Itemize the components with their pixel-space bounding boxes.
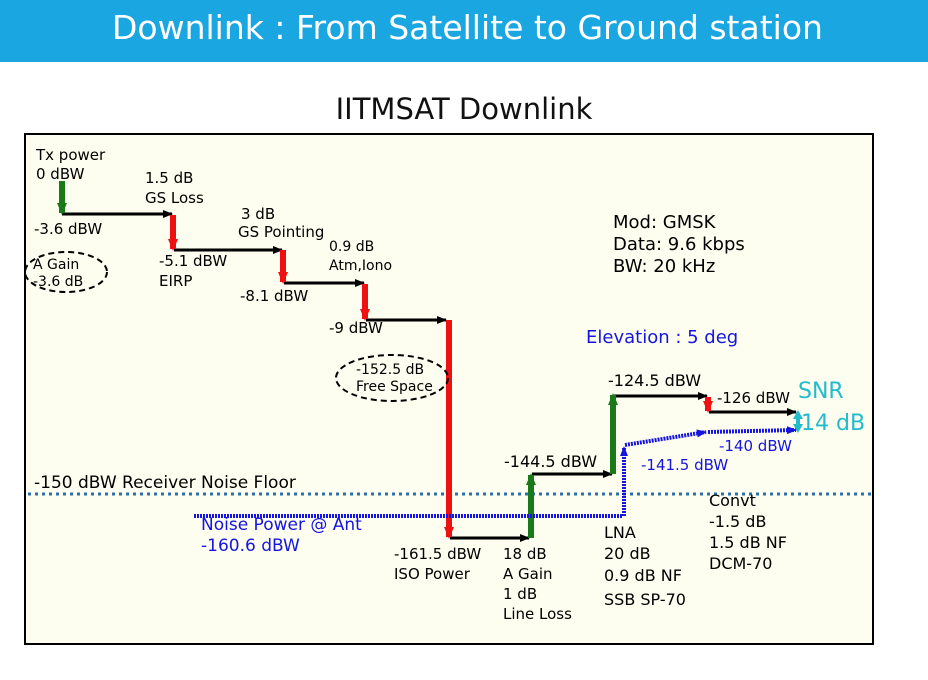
tx-power-value: 0 dBW	[36, 165, 85, 183]
level-m9: -9 dBW	[329, 319, 383, 337]
diagram-svg: Tx power 0 dBW 1.5 dB GS Loss 3 dB GS Po…	[24, 133, 874, 645]
tx-power-label: Tx power	[35, 146, 106, 164]
modulation-label: Mod: GMSK	[613, 212, 717, 233]
noise-after-convt	[707, 426, 797, 435]
snr-label: SNR	[798, 379, 844, 404]
atm-iono-db: 0.9 dB	[329, 239, 374, 255]
converter-noise-figure: 1.5 dB NF	[709, 533, 787, 552]
noise-floor-label: -150 dBW Receiver Noise Floor	[34, 473, 296, 493]
a-gain-18-label: A Gain	[503, 565, 553, 583]
header-bar: Downlink : From Satellite to Ground stat…	[0, 0, 928, 62]
antenna-gain-label: A Gain	[33, 257, 79, 273]
link-budget-diagram: Tx power 0 dBW 1.5 dB GS Loss 3 dB GS Po…	[24, 133, 874, 645]
data-rate-label: Data: 9.6 kbps	[613, 234, 745, 255]
noise-after-lna	[624, 429, 707, 447]
lna-gain: 20 dB	[604, 544, 651, 563]
lna-label: LNA	[604, 523, 636, 542]
converter-label: Convt	[709, 491, 756, 510]
snr-arrow-head-bottom	[793, 424, 803, 433]
elevation-label: Elevation : 5 deg	[586, 327, 738, 348]
lna-model: SSB SP-70	[604, 590, 686, 609]
noise-ant-label: Noise Power @ Ant	[201, 515, 362, 535]
level-m8.1: -8.1 dBW	[240, 287, 308, 305]
line-loss-label: Line Loss	[503, 605, 572, 623]
level-m141.5: -141.5 dBW	[641, 456, 728, 474]
gs-loss-label: GS Loss	[145, 189, 204, 207]
antenna-gain-value: -3.6 dB	[33, 274, 83, 290]
level-m126: -126 dBW	[717, 389, 790, 407]
noise-ant-value: -160.6 dBW	[201, 536, 300, 556]
level-m161.5: -161.5 dBW	[394, 545, 481, 563]
bandwidth-label: BW: 20 kHz	[613, 256, 715, 277]
level-m3.6: -3.6 dBW	[34, 220, 102, 238]
level-m144.5: -144.5 dBW	[504, 452, 597, 471]
line-loss-db: 1 dB	[503, 585, 537, 603]
converter-loss: -1.5 dB	[709, 512, 766, 531]
lna-noise-figure: 0.9 dB NF	[604, 566, 682, 585]
converter-model: DCM-70	[709, 554, 772, 573]
atm-iono-label: Atm,Iono	[329, 258, 392, 274]
level-m5.1: -5.1 dBW	[159, 252, 227, 270]
iso-power-label: ISO Power	[394, 565, 471, 583]
gs-loss-db: 1.5 dB	[145, 169, 193, 187]
level-m124.5: -124.5 dBW	[608, 371, 701, 390]
gs-pointing-db: 3 dB	[241, 205, 275, 223]
diagram-title: IITMSAT Downlink	[335, 92, 593, 126]
snr-arrow-head-top	[793, 410, 803, 419]
snr-value: 14 dB	[801, 411, 865, 436]
slide-title: Downlink : From Satellite to Ground stat…	[112, 8, 823, 47]
eirp-label: EIRP	[159, 272, 192, 290]
antenna-gain-ellipse	[24, 251, 108, 293]
level-m140: -140 dBW	[719, 437, 792, 455]
free-space-db: -152.5 dB	[356, 362, 424, 378]
gs-pointing-label: GS Pointing	[238, 223, 324, 241]
free-space-ellipse	[335, 354, 449, 402]
free-space-label: Free Space	[356, 379, 433, 395]
a-gain-18-db: 18 dB	[503, 545, 547, 563]
